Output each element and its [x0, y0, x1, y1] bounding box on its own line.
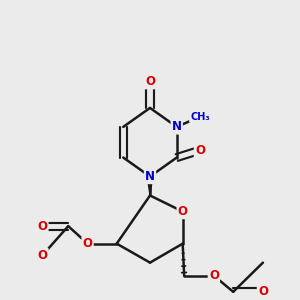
Text: O: O [178, 205, 188, 218]
Text: N: N [145, 170, 155, 183]
Text: O: O [38, 249, 47, 262]
Text: N: N [172, 120, 182, 134]
Text: CH₃: CH₃ [190, 112, 210, 122]
Text: O: O [145, 75, 155, 88]
Polygon shape [147, 176, 153, 196]
Text: O: O [209, 269, 219, 282]
Text: O: O [195, 144, 205, 157]
Text: O: O [82, 237, 93, 250]
Text: O: O [258, 285, 268, 298]
Text: O: O [38, 220, 47, 232]
